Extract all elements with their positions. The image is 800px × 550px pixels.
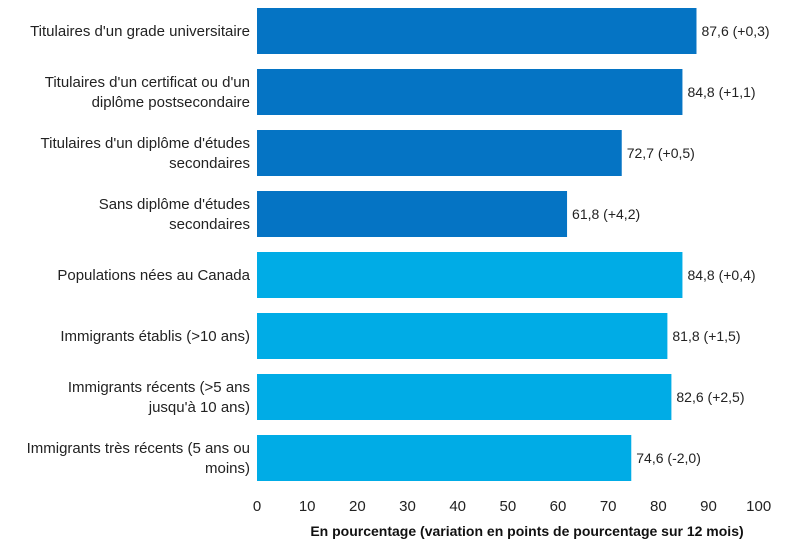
category-label-8-line-1: Immigrants très récents (5 ans ou (27, 440, 250, 457)
x-tick-label-0: 0 (253, 498, 261, 515)
bar-2 (257, 69, 683, 115)
bar-8 (257, 435, 632, 481)
category-label-1: Titulaires d'un grade universitaire (30, 23, 250, 40)
bar-3 (257, 130, 622, 176)
value-label-5: 84,8 (+0,4) (687, 267, 755, 283)
category-label-8-line-2: moins) (205, 460, 250, 477)
bar-4 (257, 191, 568, 237)
x-tick-label-30: 30 (399, 498, 416, 515)
value-label-4: 61,8 (+4,2) (572, 206, 640, 222)
value-label-3: 72,7 (+0,5) (627, 145, 695, 161)
x-tick-label-50: 50 (500, 498, 517, 515)
category-label-4-line-2: secondaires (169, 216, 250, 233)
bar-7 (257, 374, 672, 420)
x-axis-title: En pourcentage (variation en points de p… (310, 523, 743, 539)
x-tick-label-70: 70 (600, 498, 617, 515)
category-label-4-line-1: Sans diplôme d'études (99, 196, 250, 213)
category-label-2-line-2: diplôme postsecondaire (92, 94, 250, 111)
value-label-6: 81,8 (+1,5) (672, 328, 740, 344)
x-tick-label-10: 10 (299, 498, 316, 515)
x-tick-label-80: 80 (650, 498, 667, 515)
x-tick-label-20: 20 (349, 498, 366, 515)
bar-6 (257, 313, 668, 359)
value-label-1: 87,6 (+0,3) (701, 23, 769, 39)
category-label-7-line-2: jusqu'à 10 ans) (148, 399, 250, 416)
x-tick-label-60: 60 (550, 498, 567, 515)
x-tick-label-90: 90 (700, 498, 717, 515)
x-tick-label-40: 40 (449, 498, 466, 515)
x-tick-label-100: 100 (746, 498, 771, 515)
x-axis-ticks-group: 0 10 20 30 40 50 60 70 80 90 100 (253, 498, 771, 515)
category-label-7-line-1: Immigrants récents (>5 ans (68, 379, 250, 396)
value-label-2: 84,8 (+1,1) (687, 84, 755, 100)
category-label-6: Immigrants établis (>10 ans) (60, 328, 250, 345)
value-label-7: 82,6 (+2,5) (676, 389, 744, 405)
bar-1 (257, 8, 697, 54)
value-labels-group: 87,6 (+0,3) 84,8 (+1,1) 72,7 (+0,5) 61,8 (+… (572, 23, 770, 466)
category-label-5: Populations nées au Canada (57, 267, 250, 284)
bars-group (257, 8, 697, 481)
bar-5 (257, 252, 683, 298)
category-label-3-line-2: secondaires (169, 155, 250, 172)
category-labels-group: Titulaires d'un grade universitaire Titul… (27, 23, 251, 477)
category-label-3-line-1: Titulaires d'un diplôme d'études (41, 135, 250, 152)
value-label-8: 74,6 (-2,0) (636, 450, 701, 466)
category-label-2-line-1: Titulaires d'un certificat ou d'un (45, 74, 250, 91)
